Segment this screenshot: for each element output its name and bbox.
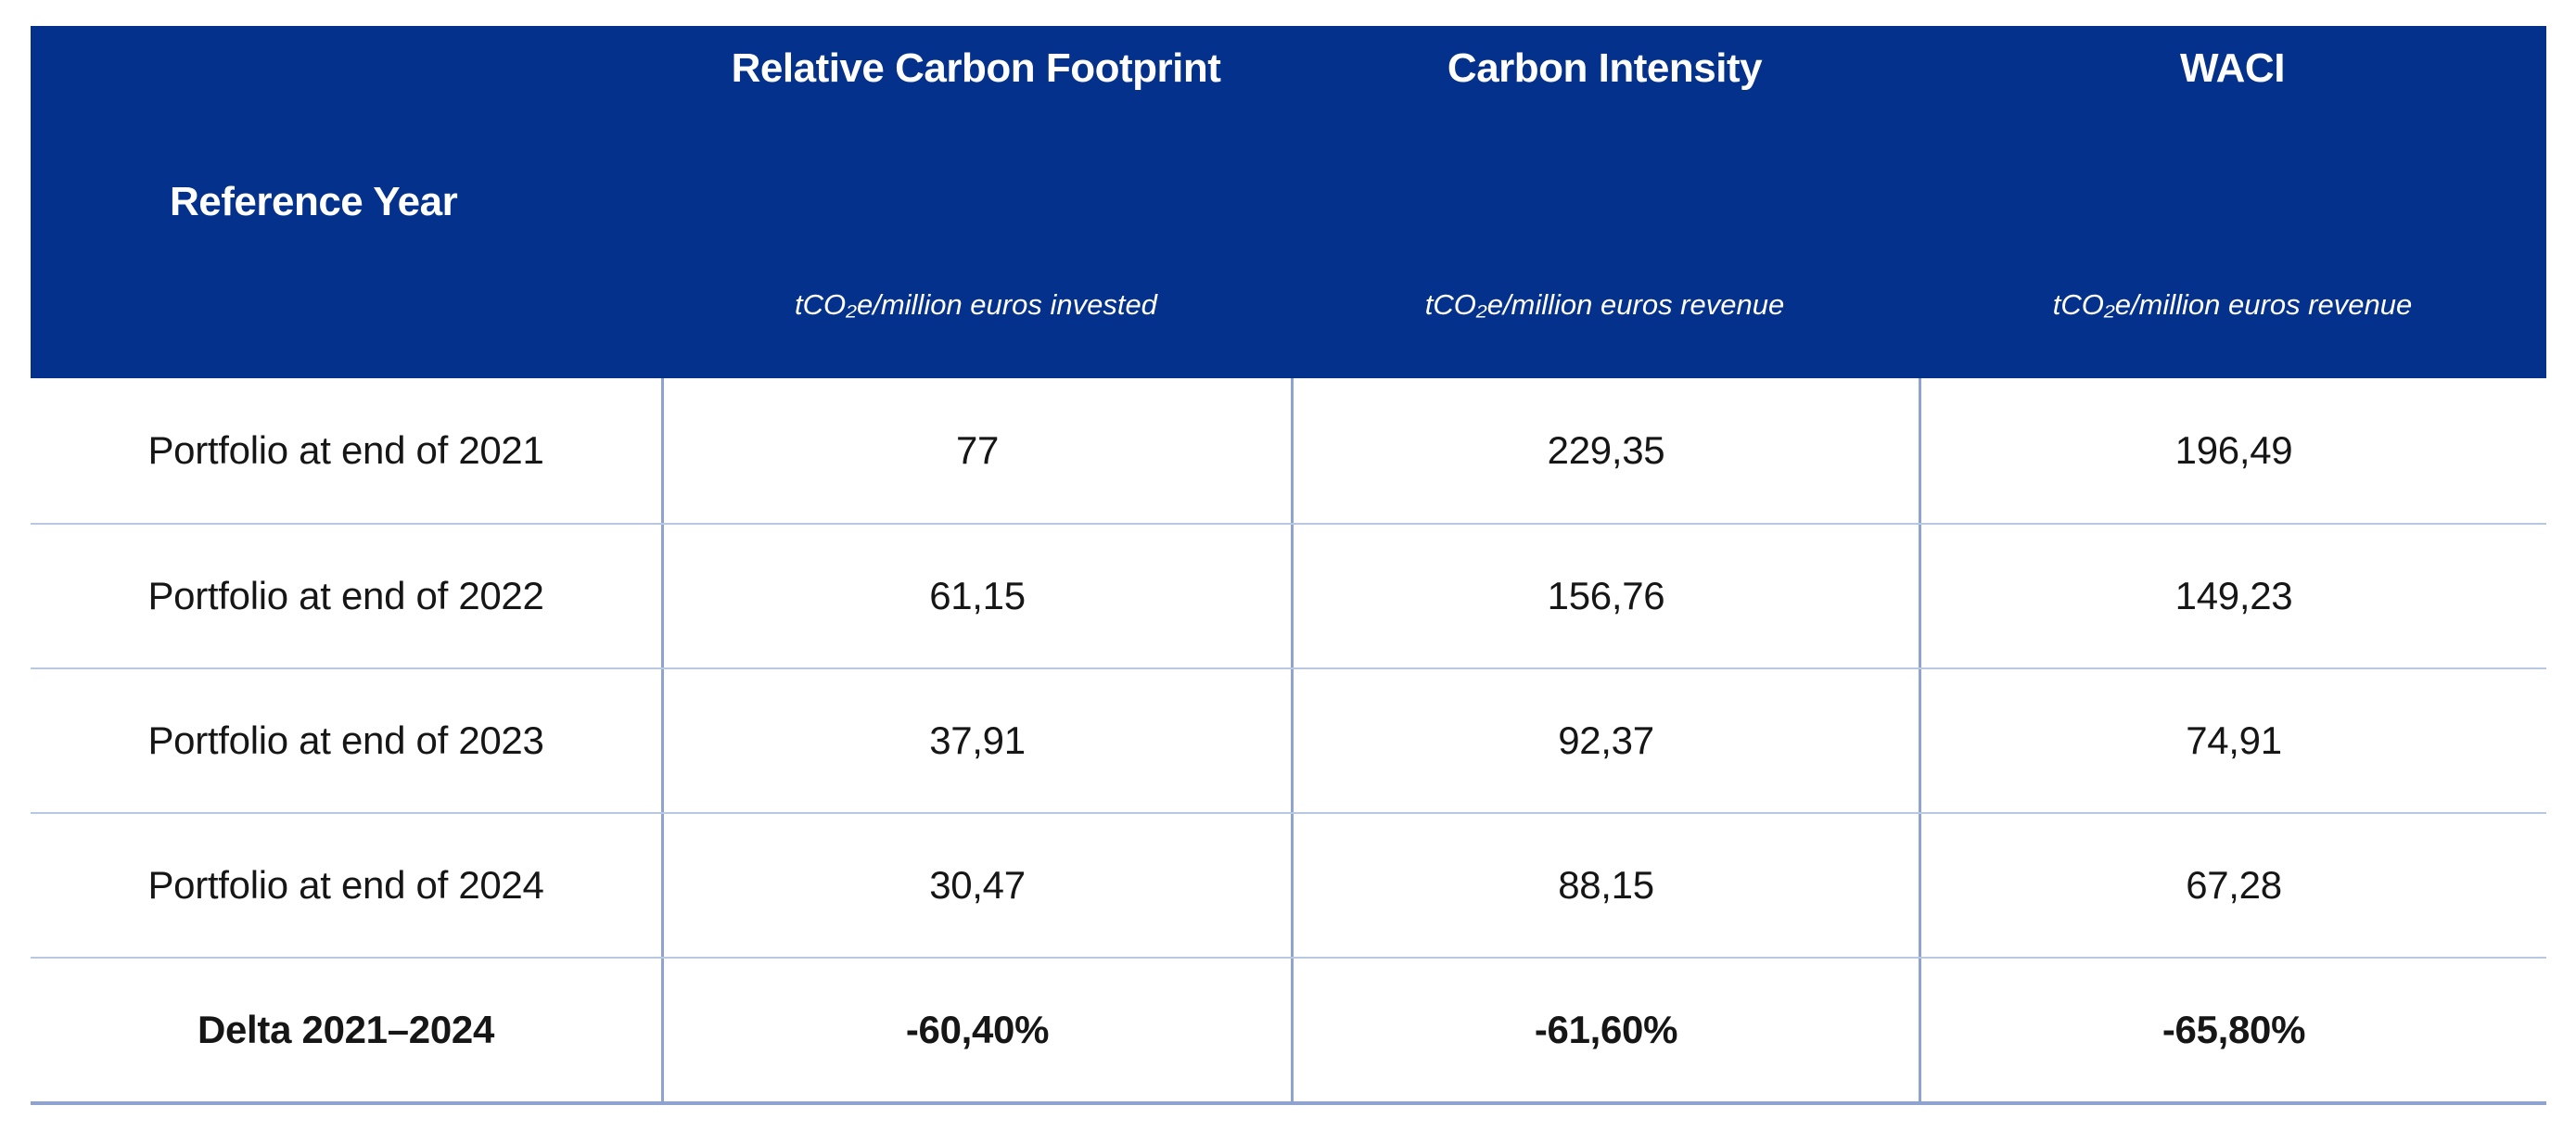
delta-carbon-intensity: -61,60% <box>1291 959 1919 1101</box>
delta-waci: -65,80% <box>1919 959 2546 1101</box>
carbon-metrics-table: Reference Year Relative Carbon Footprint… <box>31 26 2546 1105</box>
row-label: Portfolio at end of 2021 <box>147 428 544 472</box>
row-label: Portfolio at end of 2022 <box>147 574 544 617</box>
table-row-2022: Portfolio at end of 2022 61,15 156,76 14… <box>31 523 2546 667</box>
column-unit-carbon-intensity: tCO₂e/million euros revenue <box>1424 287 1785 321</box>
value-relative-carbon-footprint: 61,15 <box>661 525 1291 667</box>
reference-year-label: Reference Year <box>170 179 458 224</box>
table-row-2024: Portfolio at end of 2024 30,47 88,15 67,… <box>31 812 2546 957</box>
delta-relative-carbon-footprint: -60,40% <box>661 959 1291 1101</box>
value-waci: 74,91 <box>1919 669 2546 812</box>
value-relative-carbon-footprint: 30,47 <box>661 814 1291 957</box>
column-title-carbon-intensity: Carbon Intensity <box>1447 45 1763 91</box>
value-waci: 196,49 <box>1919 378 2546 523</box>
value-carbon-intensity: 229,35 <box>1291 378 1919 523</box>
column-unit-relative-carbon-footprint: tCO₂e/million euros invested <box>795 287 1157 321</box>
column-title-relative-carbon-footprint: Relative Carbon Footprint <box>731 45 1221 91</box>
value-carbon-intensity: 92,37 <box>1291 669 1919 812</box>
table-body: Portfolio at end of 2021 77 229,35 196,4… <box>31 378 2546 1105</box>
table-row-delta: Delta 2021–2024 -60,40% -61,60% -65,80% <box>31 957 2546 1101</box>
value-relative-carbon-footprint: 37,91 <box>661 669 1291 812</box>
value-carbon-intensity: 88,15 <box>1291 814 1919 957</box>
value-waci: 67,28 <box>1919 814 2546 957</box>
table-header: Reference Year Relative Carbon Footprint… <box>31 26 2546 378</box>
row-label: Portfolio at end of 2024 <box>147 863 544 907</box>
column-unit-waci: tCO₂e/million euros revenue <box>2052 287 2413 321</box>
value-relative-carbon-footprint: 77 <box>661 378 1291 523</box>
value-carbon-intensity: 156,76 <box>1291 525 1919 667</box>
header-cell-reference-year: Reference Year <box>31 26 661 378</box>
column-title-waci: WACI <box>2180 45 2285 91</box>
header-cell-relative-carbon-footprint: Relative Carbon Footprint tCO₂e/million … <box>661 26 1291 378</box>
header-cell-carbon-intensity: Carbon Intensity tCO₂e/million euros rev… <box>1291 26 1919 378</box>
row-label: Portfolio at end of 2023 <box>147 718 544 762</box>
header-cell-waci: WACI tCO₂e/million euros revenue <box>1919 26 2546 378</box>
table-row-2023: Portfolio at end of 2023 37,91 92,37 74,… <box>31 667 2546 812</box>
table-row-2021: Portfolio at end of 2021 77 229,35 196,4… <box>31 378 2546 523</box>
delta-row-label: Delta 2021–2024 <box>197 1008 495 1051</box>
value-waci: 149,23 <box>1919 525 2546 667</box>
